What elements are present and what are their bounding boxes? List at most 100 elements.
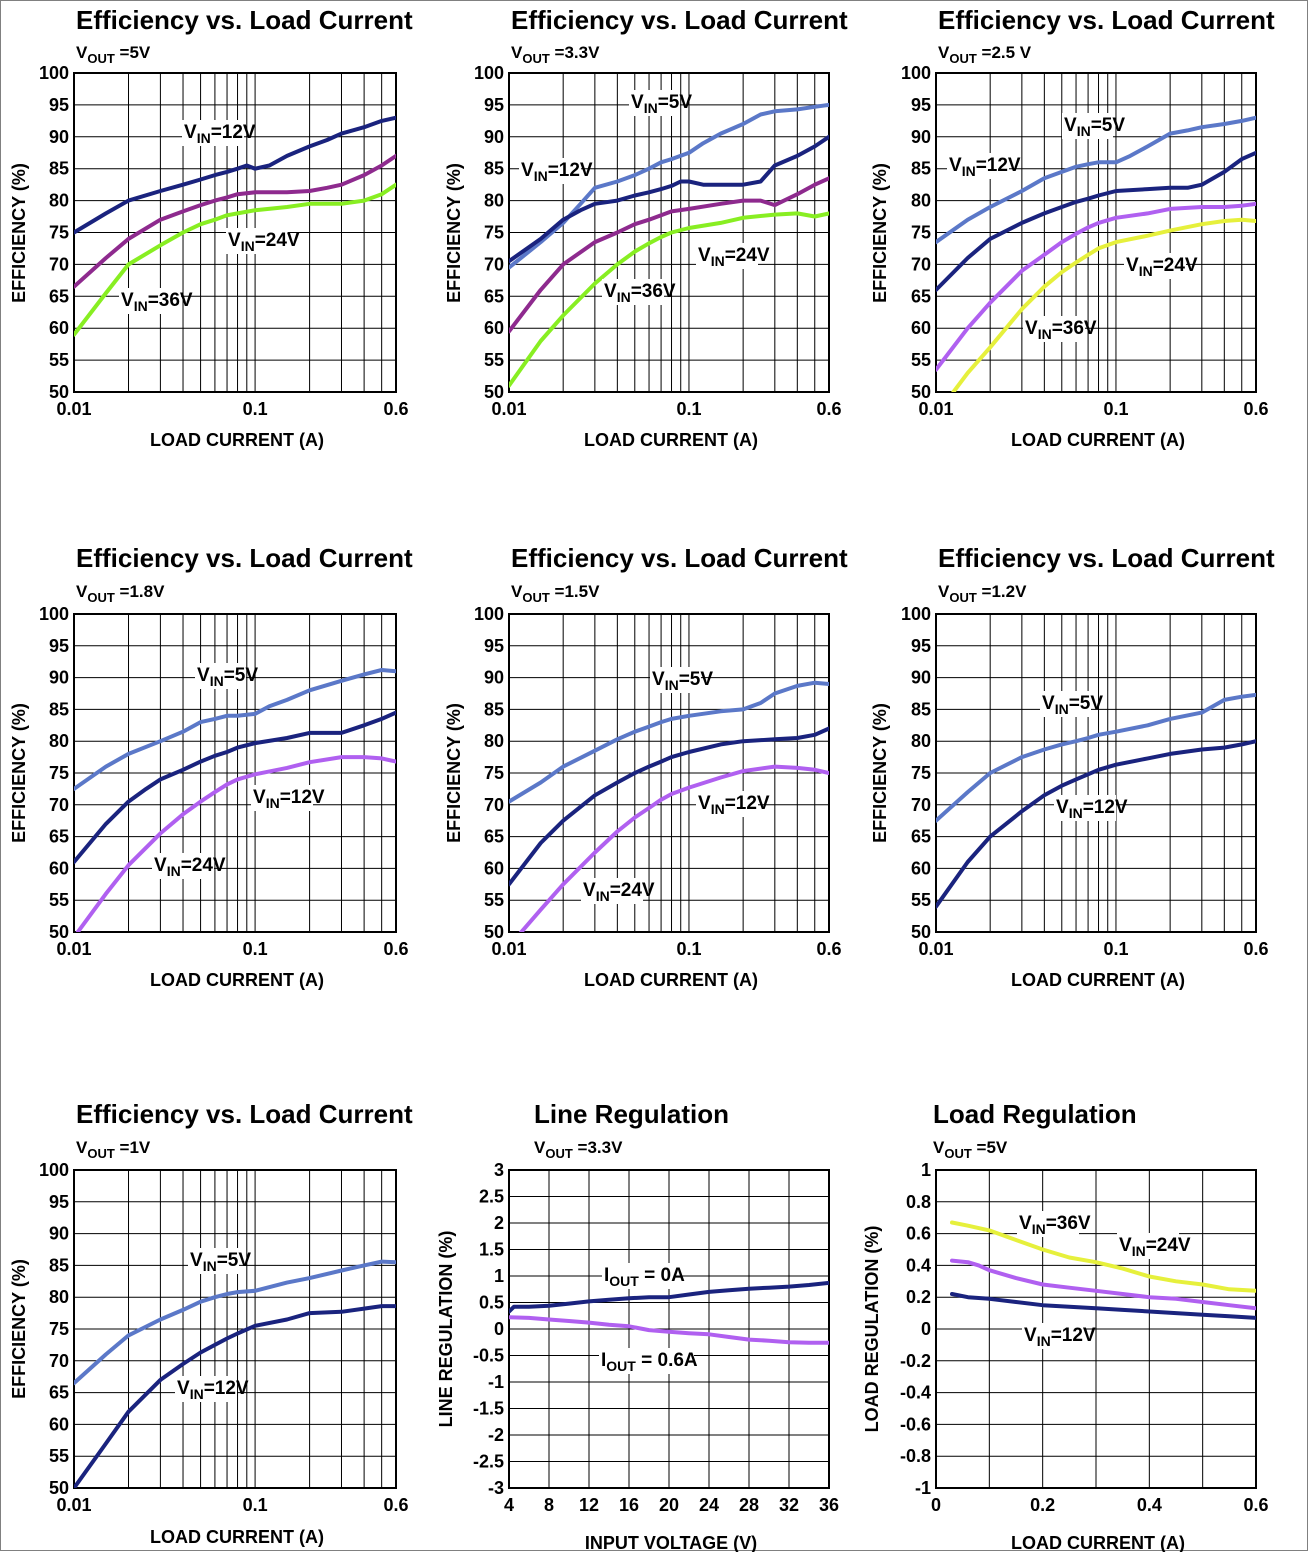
x-tick-label: 0.01 (918, 399, 953, 419)
x-tick-label: 0.6 (383, 939, 408, 959)
series-line-vin-12v (509, 134, 829, 264)
y-tick-label: 90 (911, 668, 931, 688)
plot-frame (935, 72, 1257, 393)
chart-panel-3: Efficiency vs. Load Current VOUT =2.5 V 50… (870, 5, 1275, 450)
y-tick-label: 55 (911, 890, 931, 910)
y-tick-label: -0.2 (900, 1351, 931, 1371)
y-axis-label: EFFICIENCY (%) (9, 163, 29, 303)
series-label-text: VIN=24V (1126, 255, 1198, 279)
series-label-text: VIN=12V (1056, 797, 1128, 821)
series-label: VIN=24V (152, 853, 226, 879)
y-tick-label: 95 (49, 636, 69, 656)
y-tick-label: 65 (911, 286, 931, 306)
y-tick-label: 50 (49, 382, 69, 402)
series-label-bg (1117, 1233, 1179, 1259)
y-tick-label: 80 (484, 191, 504, 211)
y-tick-label: 55 (484, 890, 504, 910)
x-tick-label: 8 (544, 1495, 554, 1515)
y-tick-label: 80 (911, 191, 931, 211)
y-tick-label: 100 (39, 604, 69, 624)
x-tick-label: 0.01 (56, 1495, 91, 1515)
series-label: VIN=12V (1054, 795, 1128, 821)
y-tick-label: -0.5 (473, 1346, 504, 1366)
x-tick-label: 4 (504, 1495, 514, 1515)
series-label-text: VIN=5V (1042, 693, 1103, 717)
series-label-bg (1040, 691, 1091, 717)
y-tick-label: 70 (49, 1351, 69, 1371)
y-tick-label: 3 (494, 1160, 504, 1180)
series-label-bg (581, 878, 643, 904)
series-label: VIN=24V (1117, 1233, 1191, 1259)
y-tick-label: 75 (484, 763, 504, 783)
chart-panel-5: Efficiency vs. Load Current VOUT =1.5V 50 5… (444, 543, 848, 990)
series-label: VIN=12V (519, 158, 593, 184)
x-tick-label: 0.6 (1243, 1495, 1268, 1515)
plot-frame (73, 613, 397, 933)
series-label-text: VIN=24V (154, 855, 226, 879)
y-tick-label: 70 (484, 254, 504, 274)
chart-subtitle: VOUT =2.5 V (938, 43, 1032, 66)
series-label-text: VIN=24V (698, 245, 770, 269)
series-label-bg (1054, 795, 1116, 821)
series-line-vin-5v (74, 1259, 396, 1386)
y-axis-label: EFFICIENCY (%) (870, 703, 890, 843)
series-label: VIN=36V (1023, 316, 1097, 342)
series-label-bg (1022, 1323, 1084, 1349)
y-tick-label: 90 (484, 668, 504, 688)
series-label: VIN=5V (1040, 691, 1103, 717)
chart-subtitle: VOUT =5V (933, 1138, 1008, 1161)
x-tick-label: 20 (659, 1495, 679, 1515)
series-label-text: VIN=12V (184, 122, 256, 146)
series-label-bg (175, 1376, 237, 1402)
x-axis-label: LOAD CURRENT (A) (1011, 970, 1185, 990)
series-line-vin-24v (509, 176, 829, 334)
series-label-text: IOUT = 0A (604, 1265, 685, 1289)
y-tick-label: 50 (911, 382, 931, 402)
series-label-bg (696, 243, 758, 269)
y-tick-label: 60 (49, 318, 69, 338)
x-tick-label: 0.01 (491, 939, 526, 959)
y-tick-label: 70 (911, 254, 931, 274)
x-tick-label: 0 (931, 1495, 941, 1515)
series-line-vin-5v (936, 692, 1256, 823)
chart-panel-4: Efficiency vs. Load Current VOUT =1.8V 50 5… (9, 543, 413, 990)
y-tick-label: 85 (49, 1255, 69, 1275)
x-tick-label: 0.6 (816, 399, 841, 419)
series-line-vin-12v (950, 1292, 1256, 1320)
series-label-text: VIN=12V (253, 787, 325, 811)
series-label-text: VIN=5V (631, 92, 692, 116)
series-label: IOUT = 0A (602, 1263, 685, 1289)
y-tick-label: 0 (921, 1319, 931, 1339)
y-tick-label: 80 (911, 731, 931, 751)
chart-subtitle: VOUT =1V (76, 1138, 151, 1161)
y-tick-label: 50 (49, 922, 69, 942)
x-tick-label: 0.01 (918, 939, 953, 959)
chart-subtitle: VOUT =1.8V (76, 582, 165, 605)
y-tick-label: 75 (484, 223, 504, 243)
y-tick-label: -2 (488, 1425, 504, 1445)
series-label-text: VIN=5V (652, 669, 713, 693)
y-tick-label: -0.6 (900, 1414, 931, 1434)
chart-title: Load Regulation (933, 1099, 1137, 1129)
series-line-vin-24v (936, 201, 1256, 372)
series-label: IOUT = 0.6A (599, 1348, 698, 1374)
y-tick-label: 50 (484, 382, 504, 402)
series-label-text: VIN=12V (949, 155, 1021, 179)
y-axis-label: EFFICIENCY (%) (870, 163, 890, 303)
x-tick-label: 24 (699, 1495, 719, 1515)
series-label-text: VIN=24V (583, 880, 655, 904)
y-tick-label: 60 (484, 318, 504, 338)
series-label: VIN=5V (650, 667, 713, 693)
series-label: VIN=12V (175, 1376, 249, 1402)
y-tick-label: 90 (49, 1224, 69, 1244)
y-axis-label: EFFICIENCY (%) (444, 703, 464, 843)
x-tick-label: 12 (579, 1495, 599, 1515)
chart-subtitle: VOUT =1.5V (511, 582, 600, 605)
y-tick-label: 100 (474, 604, 504, 624)
y-tick-label: 85 (49, 699, 69, 719)
series-label-bg (519, 158, 581, 184)
series-label-text: VIN=12V (698, 793, 770, 817)
series-label-bg (696, 791, 758, 817)
x-tick-label: 16 (619, 1495, 639, 1515)
